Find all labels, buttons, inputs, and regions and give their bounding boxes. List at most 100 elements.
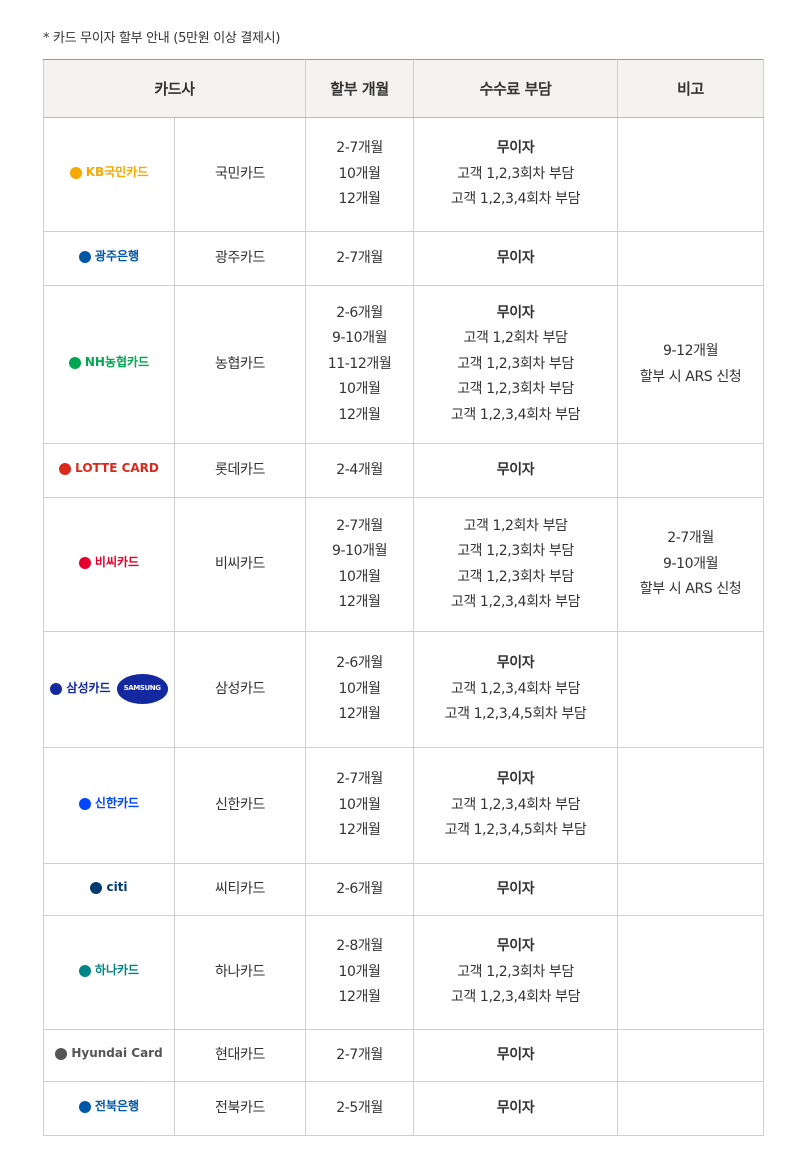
table-row: KB국민카드 국민카드 2-7개월 10개월 12개월 무이자 고객 1,2,3회차 부담 고… [43,117,765,232]
fee-cell: 무이자 고객 1,2,3,4회차 부담 고객 1,2,3,4,5회차 부담 [413,747,619,864]
months-value: 2-6개월 [336,880,383,897]
remark-cell [617,1081,765,1136]
months-value: 12개월 [338,822,381,839]
fee-value: 고객 1,2,3,4회차 부담 [450,680,581,697]
card-name: 국민카드 [173,117,307,232]
fee-value: 고객 1,2,3,4회차 부담 [450,191,581,208]
fee-value: 고객 1,2,3회차 부담 [457,963,574,980]
months-value: 2-7개월 [336,517,383,534]
card-logo: 하나카드 [78,958,139,984]
card-logo-mark-icon [90,882,103,895]
card-logo-cell: 신한카드 [43,747,175,864]
fee-value: 고객 1,2회차 부담 [463,330,568,347]
months-value: 12개월 [338,706,381,723]
months-value: 2-8개월 [336,938,383,955]
remark-cell [617,631,765,748]
months-value: 2-4개월 [336,461,383,478]
remark-cell [617,747,765,864]
notice-text: * 카드 무이자 할부 안내 (5만원 이상 결제시) [43,31,281,46]
card-name: 비씨카드 [173,497,307,632]
remark-value: 9-12개월 [662,343,719,359]
months-cell: 2-7개월 10개월 12개월 [305,747,415,864]
card-logo-text: KB국민카드 [85,165,149,180]
months-value: 2-7개월 [336,140,383,157]
card-logo-text: NH농협카드 [84,355,150,370]
card-logo-cell: 전북은행 [43,1081,175,1136]
fee-cell: 무이자 [413,443,619,498]
card-logo-text: 전북은행 [94,1099,140,1114]
fee-value: 무이자 [496,140,535,157]
card-logo-mark-icon [69,167,82,180]
fee-value: 고객 1,2,3,4회차 부담 [450,594,581,610]
months-value: 12개월 [338,191,381,208]
card-logo-mark-icon [59,463,72,476]
fee-cell: 무이자 [413,1081,619,1136]
table-row: 삼성카드 SAMSUNG 삼성카드 2-6개월 10개월 12개월 무이자 고객 1,2,3,… [43,631,765,748]
months-value: 12개월 [338,594,381,610]
card-logo-mark-icon [78,557,91,570]
fee-value: 고객 1,2회차 부담 [463,517,568,534]
card-logo-cell: 삼성카드 SAMSUNG [43,631,175,748]
card-logo-mark-icon [78,965,91,978]
card-logo-cell: 하나카드 [43,915,175,1030]
card-logo: KB국민카드 [69,160,149,186]
fee-cell: 무이자 [413,231,619,286]
card-logo: NH농협카드 [68,350,150,376]
card-logo-cell: LOTTE CARD [43,443,175,498]
card-logo-text: 신한카드 [94,796,140,811]
fee-value: 무이자 [496,880,535,897]
months-cell: 2-7개월 [305,1029,415,1082]
card-logo-mark-icon [55,1048,68,1061]
remark-value: 할부 시 ARS 신청 [639,368,742,385]
fee-value: 무이자 [496,304,535,321]
fee-cell: 무이자 고객 1,2,3,4회차 부담 고객 1,2,3,4,5회차 부담 [413,631,619,748]
table-row: 비씨카드 비씨카드 2-7개월 9-10개월 10개월 12개월 고객 1,2회차 부담 고객… [43,497,765,632]
card-name: 삼성카드 [173,631,307,748]
card-logo-text: citi [106,880,128,895]
fee-cell: 무이자 고객 1,2,3회차 부담 고객 1,2,3,4회차 부담 [413,915,619,1030]
months-cell: 2-5개월 [305,1081,415,1136]
months-value: 2-7개월 [336,771,383,788]
remark-cell [617,443,765,498]
card-logo-mark-icon [78,1101,91,1114]
card-name: 현대카드 [173,1029,307,1082]
months-value: 10개월 [338,381,381,398]
fee-value: 무이자 [496,1046,535,1063]
months-value: 2-5개월 [336,1099,383,1116]
fee-cell: 고객 1,2회차 부담 고객 1,2,3회차 부담 고객 1,2,3회차 부담 고객 … [413,497,619,632]
card-logo: 광주은행 [78,244,140,270]
card-logo-mark-icon [68,357,81,370]
card-logo-subtext: SAMSUNG [116,674,168,704]
remark-cell [617,231,765,286]
card-logo: LOTTE CARD [59,456,159,482]
remark-value: 할부 시 ARS 신청 [639,581,742,598]
header-months: 할부 개월 [305,59,415,118]
card-logo-text: 광주은행 [94,249,140,264]
months-value: 10개월 [338,796,381,813]
card-name: 하나카드 [173,915,307,1030]
fee-value: 무이자 [496,461,535,478]
remark-cell [617,1029,765,1082]
months-value: 2-7개월 [336,1046,383,1063]
card-logo-mark-icon [78,798,91,811]
table-row: NH농협카드 농협카드 2-6개월 9-10개월 11-12개월 10개월 12개월 무이자 고… [43,285,765,444]
fee-value: 고객 1,2,3회차 부담 [457,355,574,372]
fee-value: 무이자 [496,938,535,955]
table-row: 하나카드 하나카드 2-8개월 10개월 12개월 무이자 고객 1,2,3회차 부담 고객 … [43,915,765,1030]
months-cell: 2-7개월 9-10개월 10개월 12개월 [305,497,415,632]
remark-cell [617,863,765,916]
remark-value: 9-10개월 [662,555,719,572]
table-header-row: 카드사 할부 개월 수수료 부담 비고 [42,59,765,118]
fee-value: 무이자 [496,1099,535,1116]
card-name: 농협카드 [173,285,307,444]
months-value: 9-10개월 [331,543,388,559]
card-logo-cell: 비씨카드 [43,497,175,632]
fee-value: 무이자 [496,655,535,672]
months-value: 12개월 [338,406,381,423]
installment-table: 카드사 할부 개월 수수료 부담 비고 KB국민카드 국민카드 2-7개월 10개월 1… [42,59,765,1136]
months-cell: 2-7개월 10개월 12개월 [305,117,415,232]
fee-value: 고객 1,2,3회차 부담 [457,568,574,585]
card-logo-text: 삼성카드 [66,681,111,696]
months-cell: 2-6개월 10개월 12개월 [305,631,415,748]
